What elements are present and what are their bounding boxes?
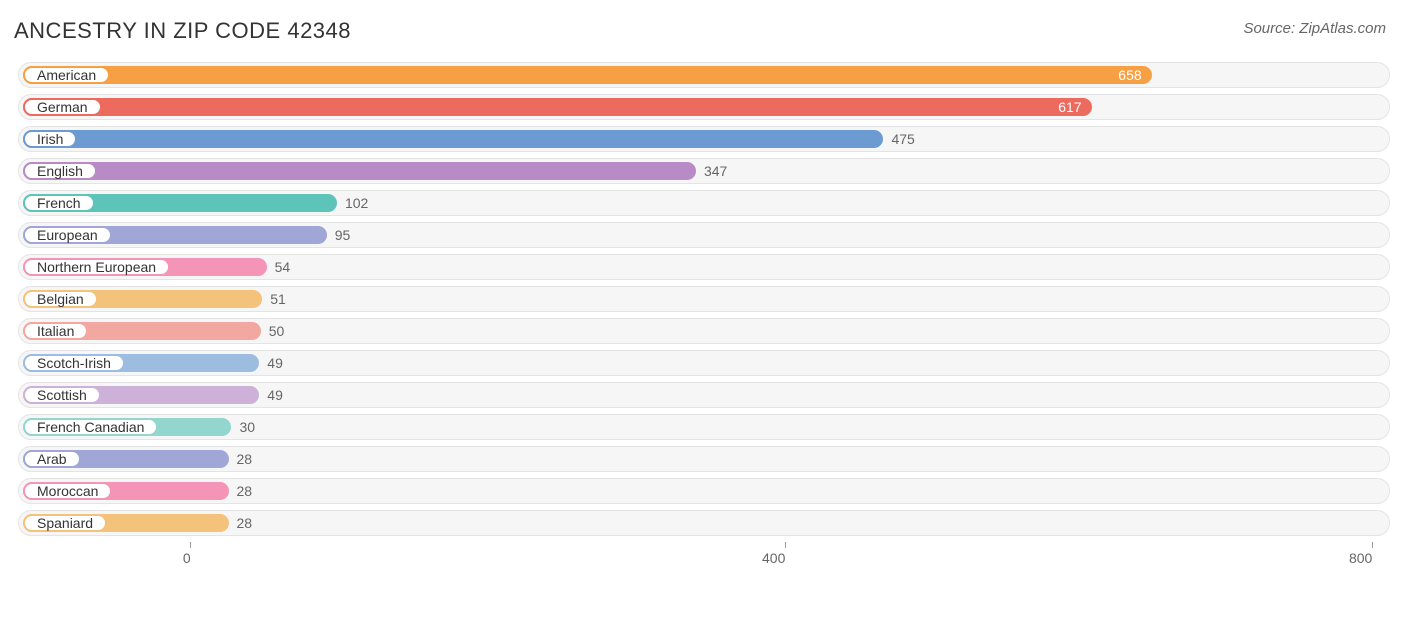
chart-row: Moroccan 28	[18, 478, 1390, 504]
chart-row: Scotch-Irish 49	[18, 350, 1390, 376]
bar-track: Italian 50	[18, 318, 1390, 344]
value-label: 50	[269, 319, 285, 343]
category-pill: European	[23, 226, 112, 244]
value-label: 658	[1118, 63, 1141, 87]
tick-label: 0	[183, 550, 191, 566]
axis-tick: 800	[1361, 542, 1384, 566]
value-label: 51	[270, 287, 286, 311]
value-label: 28	[237, 511, 253, 535]
value-label: 28	[237, 447, 253, 471]
chart-area: American 658 German 617 Irish 475 English 347 Fr…	[14, 62, 1392, 570]
bar-track: Spaniard 28	[18, 510, 1390, 536]
tick-line	[1372, 542, 1373, 548]
axis-tick: 0	[187, 542, 195, 566]
chart-row: Northern European 54	[18, 254, 1390, 280]
category-pill: Spaniard	[23, 514, 107, 532]
chart-source: Source: ZipAtlas.com	[1243, 20, 1386, 37]
value-label: 30	[239, 415, 255, 439]
category-pill: French Canadian	[23, 418, 158, 436]
category-pill: American	[23, 66, 110, 84]
bar-track: Scotch-Irish 49	[18, 350, 1390, 376]
category-pill: Scotch-Irish	[23, 354, 125, 372]
category-pill: French	[23, 194, 95, 212]
tick-label: 400	[762, 550, 785, 566]
category-pill: Irish	[23, 130, 77, 148]
chart-row: Scottish 49	[18, 382, 1390, 408]
bar-track: French Canadian 30	[18, 414, 1390, 440]
category-pill: Arab	[23, 450, 81, 468]
chart-row: English 347	[18, 158, 1390, 184]
value-label: 54	[275, 255, 291, 279]
value-label: 475	[891, 127, 914, 151]
category-pill: Belgian	[23, 290, 98, 308]
bar-track: Arab 28	[18, 446, 1390, 472]
chart-row: French Canadian 30	[18, 414, 1390, 440]
bar-track: English 347	[18, 158, 1390, 184]
bar	[23, 98, 1092, 116]
bar	[23, 162, 696, 180]
chart-row: German 617	[18, 94, 1390, 120]
bar-track: Scottish 49	[18, 382, 1390, 408]
chart-row: European 95	[18, 222, 1390, 248]
bar-track: Moroccan 28	[18, 478, 1390, 504]
category-pill: Northern European	[23, 258, 170, 276]
chart-row: French 102	[18, 190, 1390, 216]
bar-track: Northern European 54	[18, 254, 1390, 280]
plot: American 658 German 617 Irish 475 English 347 Fr…	[18, 62, 1390, 536]
chart-row: Arab 28	[18, 446, 1390, 472]
bar-track: European 95	[18, 222, 1390, 248]
value-label: 102	[345, 191, 368, 215]
bar-track: French 102	[18, 190, 1390, 216]
bar	[23, 66, 1152, 84]
bar-track: American 658	[18, 62, 1390, 88]
chart-row: Italian 50	[18, 318, 1390, 344]
axis-tick: 400	[774, 542, 797, 566]
value-label: 617	[1058, 95, 1081, 119]
chart-container: ANCESTRY IN ZIP CODE 42348 Source: ZipAt…	[0, 0, 1406, 580]
bar-track: Irish 475	[18, 126, 1390, 152]
category-pill: Italian	[23, 322, 88, 340]
tick-label: 800	[1349, 550, 1372, 566]
tick-line	[785, 542, 786, 548]
value-label: 49	[267, 383, 283, 407]
chart-row: American 658	[18, 62, 1390, 88]
category-pill: Scottish	[23, 386, 101, 404]
value-label: 28	[237, 479, 253, 503]
header: ANCESTRY IN ZIP CODE 42348 Source: ZipAt…	[14, 18, 1392, 44]
bar-track: Belgian 51	[18, 286, 1390, 312]
chart-row: Irish 475	[18, 126, 1390, 152]
chart-row: Belgian 51	[18, 286, 1390, 312]
value-label: 95	[335, 223, 351, 247]
bar	[23, 130, 883, 148]
category-pill: German	[23, 98, 102, 116]
category-pill: English	[23, 162, 97, 180]
value-label: 347	[704, 159, 727, 183]
bar-track: German 617	[18, 94, 1390, 120]
chart-title: ANCESTRY IN ZIP CODE 42348	[14, 18, 351, 44]
chart-row: Spaniard 28	[18, 510, 1390, 536]
x-axis: 0 400 800	[18, 542, 1390, 570]
value-label: 49	[267, 351, 283, 375]
tick-line	[190, 542, 191, 548]
category-pill: Moroccan	[23, 482, 112, 500]
